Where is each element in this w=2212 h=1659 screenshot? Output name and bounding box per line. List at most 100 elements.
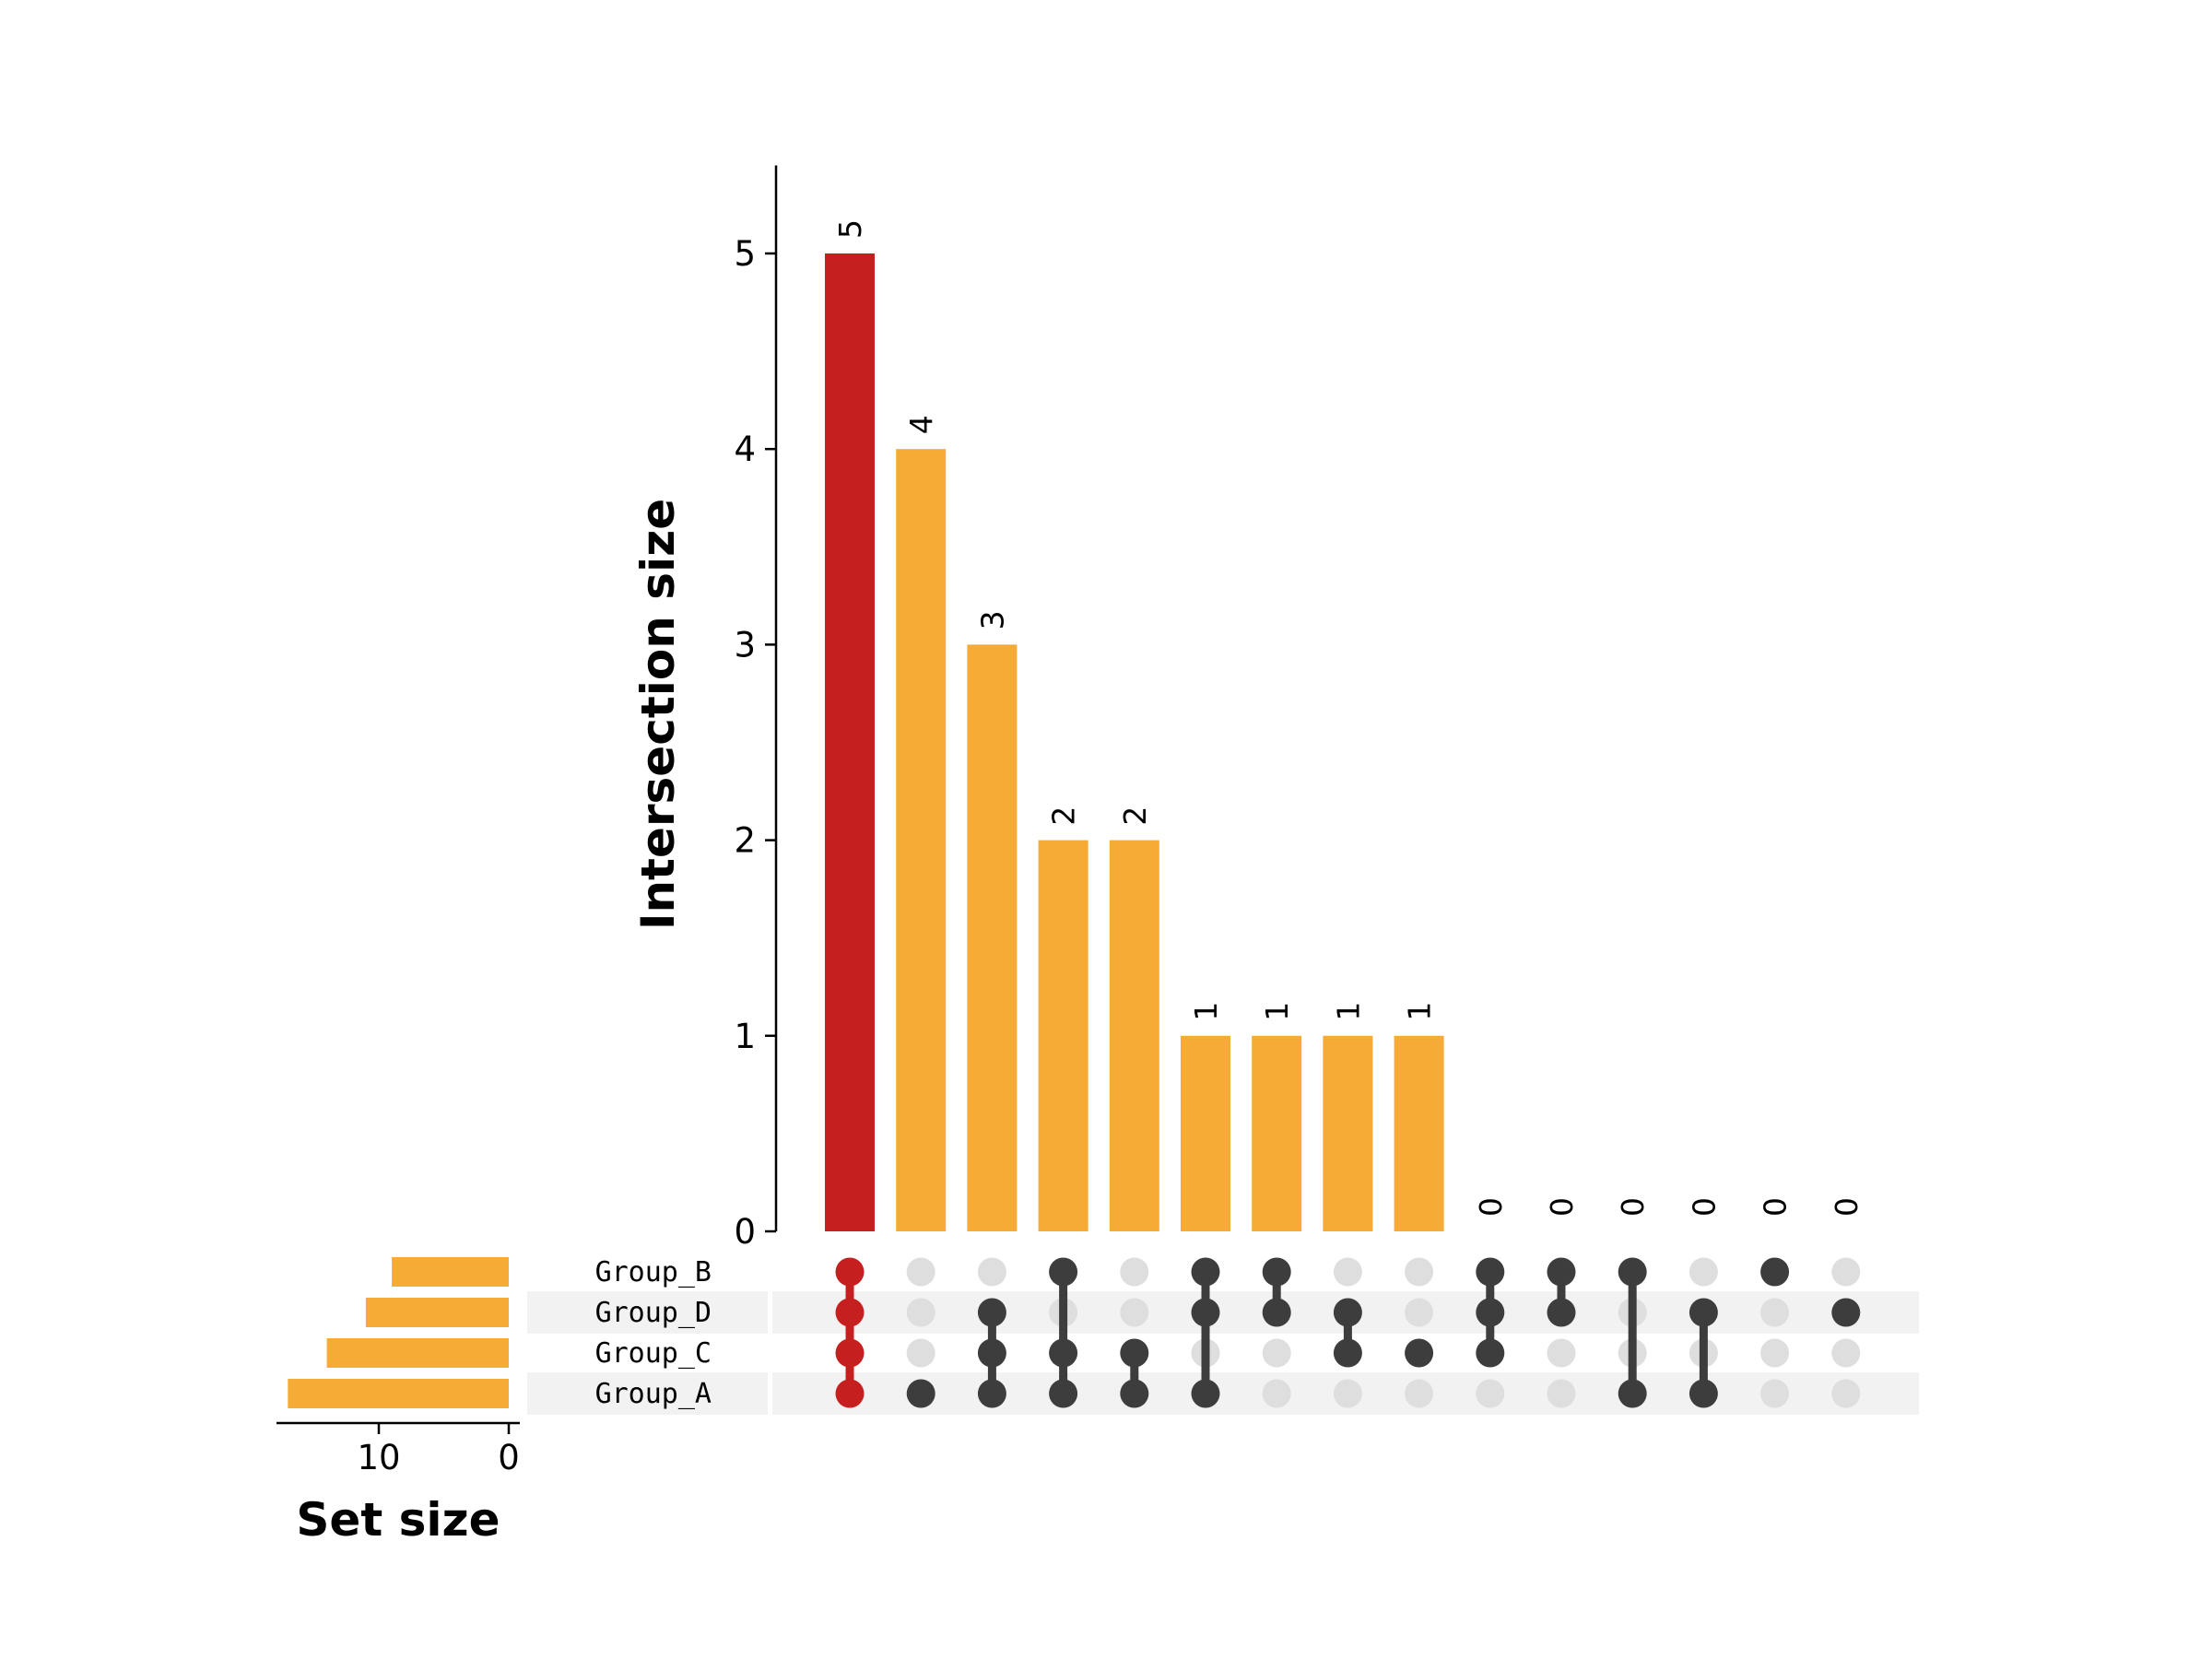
set-label-Group_D: Group_D	[595, 1297, 712, 1329]
matrix-dot-active	[1049, 1379, 1078, 1408]
matrix-dot-active	[1262, 1257, 1291, 1287]
set-size-axis: 10 0	[276, 1421, 520, 1477]
intersection-bar	[967, 644, 1018, 1231]
matrix-dot-active	[1476, 1257, 1505, 1287]
intersection-bar-label: 1	[1402, 1002, 1438, 1021]
matrix-dot-inactive	[1547, 1338, 1576, 1368]
intersection-bar	[1181, 1035, 1230, 1231]
intersection-bar	[896, 449, 947, 1231]
intersection-bar	[1109, 840, 1159, 1231]
intersection-bar-label: 3	[974, 610, 1010, 629]
matrix-dot-inactive	[1120, 1257, 1149, 1287]
intersection-bar-label: 4	[903, 415, 939, 434]
intersection-bar-label: 1	[1330, 1002, 1366, 1021]
matrix-dot-inactive	[906, 1298, 935, 1327]
matrix-dot-active	[906, 1379, 935, 1408]
matrix-dot-active	[1688, 1298, 1718, 1327]
intersection-bars	[825, 253, 1444, 1231]
set-label-Group_A: Group_A	[595, 1378, 712, 1410]
matrix-dot-inactive	[1476, 1379, 1505, 1408]
intersection-size-axis: 0 1 2 3 4 5	[734, 165, 778, 1252]
intersection-bar-label: 0	[1758, 1197, 1794, 1217]
matrix-dot-active	[977, 1338, 1006, 1368]
set-size-bar-Group_B	[392, 1257, 509, 1287]
matrix-dot-active	[1049, 1338, 1078, 1368]
matrix-dot-inactive	[1831, 1379, 1861, 1408]
matrix-dot-inactive	[906, 1257, 935, 1287]
matrix-dot-inactive	[1831, 1257, 1861, 1287]
matrix-dot-active	[1547, 1298, 1576, 1327]
set-size-bar-Group_A	[288, 1379, 509, 1408]
matrix-dot-inactive	[1333, 1257, 1362, 1287]
matrix-dot-inactive	[1405, 1257, 1434, 1287]
y-tick-label: 3	[734, 625, 756, 665]
matrix-dot-active	[977, 1379, 1006, 1408]
matrix-dot-active	[835, 1298, 865, 1327]
y-tick-label: 5	[734, 234, 756, 274]
matrix-dot-active	[1476, 1298, 1505, 1327]
set-size-tick-label: 10	[357, 1438, 400, 1477]
intersection-bar	[825, 253, 875, 1231]
set-size-tick-label: 0	[498, 1438, 520, 1477]
matrix-dot-active	[1191, 1257, 1220, 1287]
intersection-bar-label: 2	[1117, 806, 1153, 826]
y-axis-title: Intersection size	[631, 499, 685, 930]
y-tick-label: 0	[734, 1212, 756, 1252]
intersection-bar	[1323, 1035, 1373, 1231]
set-size-title: Set size	[296, 1493, 500, 1547]
intersection-bar	[1394, 1035, 1444, 1231]
y-tick-label: 2	[734, 821, 756, 861]
matrix-dot-active	[1618, 1379, 1647, 1408]
set-size-bars	[288, 1257, 509, 1408]
intersection-bar	[1038, 840, 1088, 1231]
matrix-dot-active	[1333, 1298, 1362, 1327]
y-tick-label: 4	[734, 429, 756, 469]
set-size-bar-Group_C	[326, 1338, 509, 1368]
intersection-bar-label: 0	[1829, 1197, 1865, 1217]
intersection-bar-label: 2	[1046, 806, 1082, 826]
set-labels: Group_B Group_D Group_C Group_A	[595, 1256, 712, 1410]
matrix-dot-active	[1476, 1338, 1505, 1368]
matrix-dot-active	[977, 1298, 1006, 1327]
intersection-bar-label: 5	[832, 219, 868, 239]
matrix-dot-inactive	[1405, 1379, 1434, 1408]
matrix-dot-inactive	[977, 1257, 1006, 1287]
set-label-Group_B: Group_B	[595, 1256, 712, 1288]
matrix-dot-inactive	[1688, 1257, 1718, 1287]
matrix-dot-active	[1120, 1338, 1149, 1368]
matrix-dot-inactive	[1262, 1379, 1291, 1408]
y-tick-label: 1	[734, 1017, 756, 1056]
matrix-dot-active	[1547, 1257, 1576, 1287]
set-size-bar-Group_D	[365, 1298, 509, 1327]
matrix-dot-active	[1049, 1257, 1078, 1287]
intersection-bar-label: 1	[1188, 1002, 1224, 1021]
matrix-dot-active	[835, 1257, 865, 1287]
intersection-bar	[1252, 1035, 1302, 1231]
matrix-dot-inactive	[1760, 1298, 1790, 1327]
matrix-dot-active	[1191, 1379, 1220, 1408]
matrix-dot-active	[1333, 1338, 1362, 1368]
matrix-dot-inactive	[1333, 1379, 1362, 1408]
matrix-dot-active	[835, 1338, 865, 1368]
matrix-dot-active	[1688, 1379, 1718, 1408]
matrix-dot-active	[1405, 1338, 1434, 1368]
intersection-bar-label: 0	[1544, 1197, 1580, 1217]
matrix-dot-active	[835, 1379, 865, 1408]
set-label-Group_C: Group_C	[595, 1337, 712, 1370]
intersection-matrix	[835, 1257, 1861, 1408]
intersection-bar-label: 0	[1615, 1197, 1651, 1217]
matrix-dot-inactive	[1831, 1338, 1861, 1368]
row-stripe-label-Group_D	[527, 1291, 768, 1334]
matrix-dot-active	[1618, 1257, 1647, 1287]
matrix-dot-active	[1262, 1298, 1291, 1327]
matrix-dot-active	[1760, 1257, 1790, 1287]
intersection-bar-label: 1	[1259, 1002, 1295, 1021]
matrix-dot-active	[1191, 1298, 1220, 1327]
matrix-dot-inactive	[1120, 1298, 1149, 1327]
matrix-dot-inactive	[1262, 1338, 1291, 1368]
row-stripe-label-Group_A	[527, 1372, 768, 1415]
intersection-bar-labels: 5 4 3 2 2 1 1 1 1 0 0 0 0 0 0	[832, 219, 1865, 1217]
matrix-dot-inactive	[1760, 1379, 1790, 1408]
matrix-dot-active	[1831, 1298, 1861, 1327]
